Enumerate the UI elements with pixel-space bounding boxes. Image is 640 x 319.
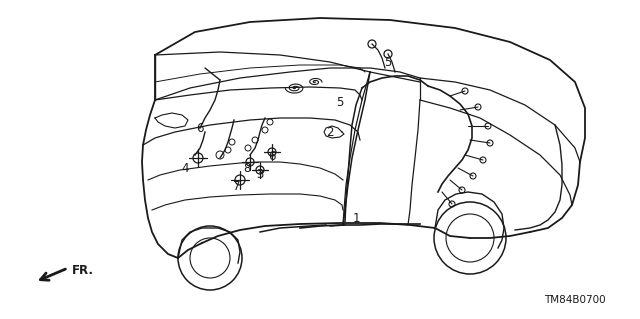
Text: FR.: FR.	[72, 263, 94, 277]
Text: 5: 5	[336, 95, 344, 108]
Text: TM84B0700: TM84B0700	[544, 295, 606, 305]
Text: 1: 1	[352, 211, 360, 225]
Text: 5: 5	[384, 56, 392, 69]
Text: 3: 3	[256, 168, 264, 182]
Text: 6: 6	[196, 122, 204, 135]
Text: 4: 4	[181, 161, 189, 174]
Text: 2: 2	[326, 127, 333, 139]
Text: 8: 8	[243, 162, 251, 175]
Text: 7: 7	[233, 180, 241, 192]
Text: 6: 6	[268, 151, 276, 164]
